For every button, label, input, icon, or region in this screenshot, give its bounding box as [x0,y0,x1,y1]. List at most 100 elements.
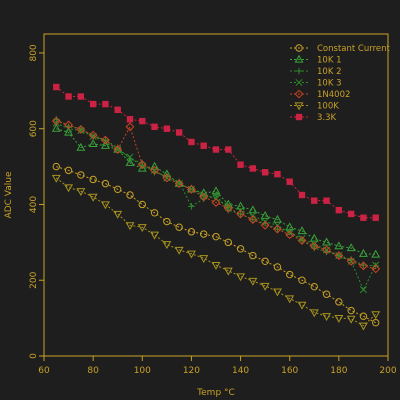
data-point [89,100,97,108]
data-point [137,160,147,170]
data-point [249,251,257,260]
data-point [225,146,232,153]
data-point [285,230,295,240]
x-tick-label: 200 [379,366,396,376]
data-point [174,179,184,189]
series-line [56,122,377,291]
legend-marker [295,113,303,121]
data-point [187,184,196,194]
data-point [150,209,159,217]
legend-item: 10K 1 [290,54,342,66]
legend-label: 100K [317,102,339,112]
data-point [211,261,221,270]
data-point [273,263,282,271]
data-point [162,241,172,250]
data-point [125,157,135,166]
data-point [76,188,86,197]
data-point [285,295,295,304]
data-point [150,231,160,240]
legend-label: 10K 2 [317,67,342,77]
data-point [322,313,332,322]
legend-item: 3.3K [290,113,337,123]
data-point [101,138,109,146]
data-point [359,261,368,271]
data-point [212,232,220,241]
data-point [88,139,98,147]
data-point [163,217,171,226]
data-point [248,215,258,225]
legend-marker [295,78,303,87]
x-tick-label: 180 [330,366,347,376]
x-tick-label: 140 [232,366,249,376]
data-point [188,138,195,146]
x-axis: 60 80 100 120 140 160 180 200 [38,356,397,376]
data-point [150,165,159,175]
data-point [360,214,367,221]
data-point [88,193,98,202]
data-point [64,184,74,193]
data-point [236,273,246,282]
data-point [297,301,307,310]
legend-item: 1N4002 [290,89,350,100]
data-point [223,203,233,213]
legend-label: 10K 3 [317,79,342,89]
data-point [272,214,282,223]
y-tick-label: 800 [29,44,39,61]
legend-item: 10K 2 [290,67,342,77]
data-point [346,315,356,324]
data-point [272,288,282,297]
data-point [187,228,196,236]
data-point [102,100,109,108]
data-point [76,125,86,134]
data-point [358,248,368,257]
data-point [100,140,110,149]
legend-label: 1N4002 [317,90,350,100]
data-point [372,318,380,327]
data-point [261,257,269,265]
data-point [223,267,233,276]
data-point [309,233,319,242]
data-point [286,178,293,185]
data-point [162,173,172,183]
data-point [359,286,367,294]
legend-label: Constant Current [317,44,391,54]
legend-marker [295,44,303,52]
data-point [175,129,183,136]
data-point [52,162,60,171]
data-point [371,311,381,320]
data-point [51,123,61,132]
legend-item: 10K 3 [290,79,342,89]
data-point [114,185,122,194]
x-tick-label: 60 [38,366,50,376]
data-point [248,205,258,214]
data-point [249,165,257,172]
data-point [335,206,343,214]
data-point [298,276,306,284]
data-point [137,224,147,233]
data-point [200,191,208,199]
data-point [64,120,73,130]
data-point [260,211,270,219]
data-point [310,282,318,291]
data-point [138,163,146,171]
data-point [371,249,381,258]
legend-label: 3.3K [317,113,337,123]
data-point [309,241,319,251]
data-point [236,201,246,210]
data-point [334,251,344,261]
x-tick-label: 120 [183,366,200,376]
y-tick-label: 600 [29,120,39,137]
x-tick-label: 100 [134,366,151,376]
data-point [322,290,331,298]
data-point [125,122,135,132]
data-point [114,106,121,113]
plot-frame [43,33,389,357]
data-point [224,238,232,247]
data-point [274,225,281,233]
data-point [372,214,379,221]
data-point [64,166,73,175]
data-point [248,277,258,286]
data-point [310,240,318,248]
data-point [311,197,318,204]
